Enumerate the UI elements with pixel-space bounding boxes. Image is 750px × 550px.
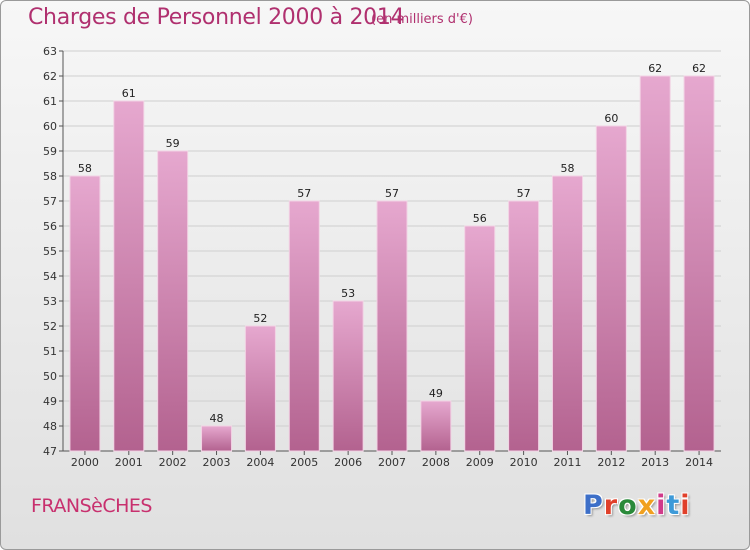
y-tick-label: 61 — [43, 95, 57, 108]
y-tick-label: 52 — [43, 320, 57, 333]
value-label-2000: 58 — [78, 162, 92, 175]
chart-subtitle: (en milliers d'€) — [371, 12, 473, 27]
logo-letter: o — [618, 490, 638, 521]
commune-name: FRANSèCHES — [31, 495, 152, 517]
value-label-2014: 62 — [692, 62, 706, 75]
proxiti-logo[interactable]: Proxiti — [583, 490, 691, 522]
logo-letter: x — [637, 490, 657, 521]
y-tick-label: 55 — [43, 245, 57, 258]
x-tick-label-2008: 2008 — [422, 456, 450, 469]
x-tick-label-2012: 2012 — [597, 456, 625, 469]
value-labels: 58 61 59 48 52 57 53 57 49 56 57 58 60 62 62 — [78, 62, 706, 425]
value-label-2013: 62 — [648, 62, 662, 75]
bar-2007 — [376, 200, 408, 452]
value-label-2001: 61 — [122, 87, 136, 100]
y-tick-label: 57 — [43, 195, 57, 208]
bar-2011 — [551, 175, 583, 452]
logo-letter: i — [680, 490, 691, 521]
y-tick-label: 63 — [43, 45, 57, 58]
bar-2008 — [420, 400, 452, 452]
y-tick-label: 51 — [43, 345, 57, 358]
bar-2014 — [683, 75, 715, 452]
x-tick-labels: 2000 2001 2002 2003 2004 2005 2006 2007 2008 2009… — [71, 451, 713, 469]
bars — [69, 75, 715, 452]
x-tick-label-2011: 2011 — [553, 456, 581, 469]
logo-letter: r — [603, 490, 619, 521]
bar-2010 — [508, 200, 540, 452]
y-tick-label: 62 — [43, 70, 57, 83]
value-label-2005: 57 — [297, 187, 311, 200]
x-tick-label-2006: 2006 — [334, 456, 362, 469]
value-label-2012: 60 — [604, 112, 618, 125]
y-tick-label: 53 — [43, 295, 57, 308]
bar-2004 — [244, 325, 276, 452]
chart-title: Charges de Personnel 2000 à 2014 — [28, 5, 405, 30]
bar-2002 — [157, 150, 189, 452]
value-label-2008: 49 — [429, 387, 443, 400]
bar-2013 — [639, 75, 671, 452]
y-tick-label: 54 — [43, 270, 57, 283]
x-tick-label-2001: 2001 — [115, 456, 143, 469]
x-tick-label-2013: 2013 — [641, 456, 669, 469]
value-label-2010: 57 — [517, 187, 531, 200]
x-tick-label-2005: 2005 — [290, 456, 318, 469]
value-label-2009: 56 — [473, 212, 487, 225]
bar-2003 — [201, 425, 233, 452]
y-tick-label: 58 — [43, 170, 57, 183]
value-label-2002: 59 — [166, 137, 180, 150]
x-tick-label-2009: 2009 — [466, 456, 494, 469]
y-tick-label: 59 — [43, 145, 57, 158]
bar-2009 — [464, 225, 496, 452]
value-label-2006: 53 — [341, 287, 355, 300]
y-tick-label: 60 — [43, 120, 57, 133]
bar-2005 — [288, 200, 320, 452]
bar-2006 — [332, 300, 364, 452]
x-tick-label-2002: 2002 — [159, 456, 187, 469]
value-label-2011: 58 — [560, 162, 574, 175]
y-tick-label: 49 — [43, 395, 57, 408]
y-tick-labels: 47 48 49 50 51 52 53 54 55 56 57 58 59 60 61 62 63 — [43, 45, 57, 458]
bar-2012 — [595, 125, 627, 452]
bar-2001 — [113, 100, 145, 452]
x-tick-label-2007: 2007 — [378, 456, 406, 469]
x-tick-label-2004: 2004 — [246, 456, 274, 469]
y-tick-label: 56 — [43, 220, 57, 233]
logo-letter: P — [583, 490, 604, 521]
logo-letter: i — [656, 490, 667, 521]
value-label-2007: 57 — [385, 187, 399, 200]
y-tick-label: 48 — [43, 420, 57, 433]
x-tick-label-2003: 2003 — [203, 456, 231, 469]
y-tick-label: 47 — [43, 445, 57, 458]
bar-2000 — [69, 175, 101, 452]
value-label-2003: 48 — [210, 412, 224, 425]
x-tick-label-2000: 2000 — [71, 456, 99, 469]
logo-letter: t — [666, 490, 681, 521]
value-label-2004: 52 — [253, 312, 267, 325]
y-tick-label: 50 — [43, 370, 57, 383]
x-tick-label-2014: 2014 — [685, 456, 713, 469]
x-tick-label-2010: 2010 — [510, 456, 538, 469]
